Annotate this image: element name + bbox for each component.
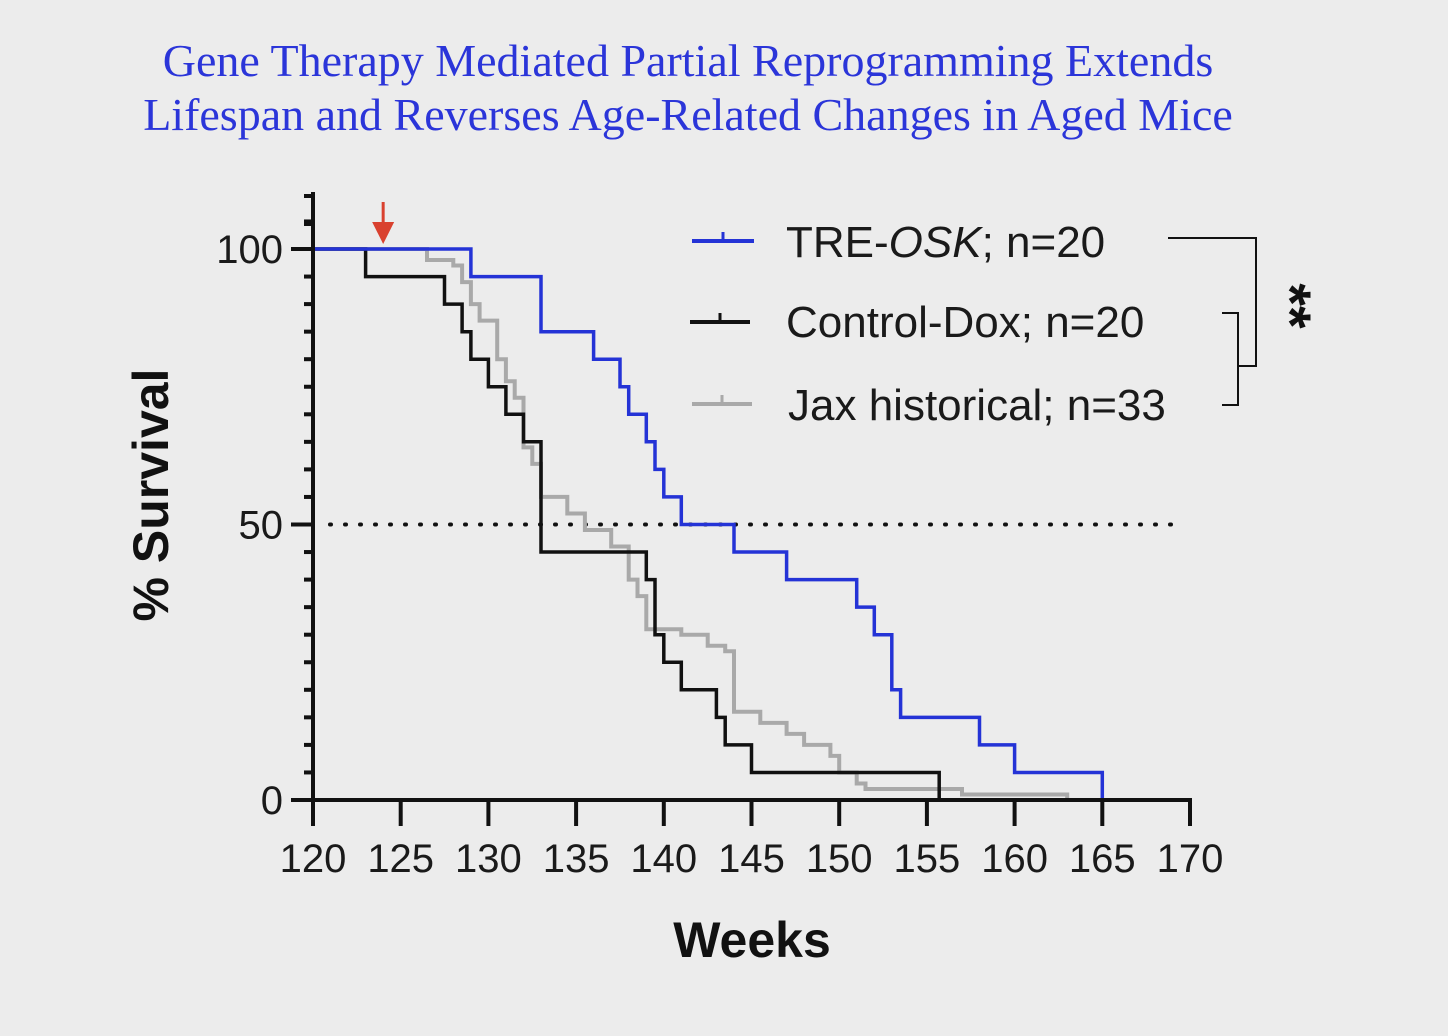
bracket-inner	[1222, 312, 1239, 406]
x-tick-label: 130	[455, 837, 522, 881]
x-tick-label: 150	[806, 837, 873, 881]
legend-label-tre-osk-prefix: TRE-	[786, 218, 889, 267]
slide-title-line-1: Gene Therapy Mediated Partial Reprogramm…	[162, 35, 1214, 86]
treatment-arrow-head	[372, 222, 395, 244]
series-line-jax-historical	[313, 247, 1070, 800]
x-tick-label: 170	[1157, 837, 1224, 881]
legend-label-tre-osk-gene: OSK	[889, 218, 984, 267]
legend: TRE-OSK; n=20 Control-Dox; n=20 Jax hist…	[690, 218, 1166, 430]
x-tick-label: 135	[543, 837, 610, 881]
slide-title-line-2: Lifespan and Reverses Age-Related Change…	[143, 89, 1233, 140]
x-tick-label: 155	[894, 837, 961, 881]
bracket-outer	[1168, 237, 1257, 367]
x-tick-label: 120	[280, 837, 347, 881]
series-layer	[313, 247, 1105, 800]
y-tick-label: 0	[261, 779, 283, 823]
significance-stars: **	[1257, 283, 1322, 329]
x-tick-label: 125	[367, 837, 434, 881]
slide-title: Gene Therapy Mediated Partial Reprogramm…	[0, 34, 1376, 142]
x-axis-title: Weeks	[673, 912, 831, 968]
axes-layer: 0 50 100 120 125 130 135 140 145 150 155 160 165 170	[216, 192, 1223, 881]
legend-label-jax-historical: Jax historical; n=33	[788, 381, 1166, 430]
y-tick-label: 50	[239, 504, 284, 548]
legend-item-jax-historical: Jax historical; n=33	[692, 381, 1166, 430]
series-line-control-dox	[313, 247, 941, 800]
x-tick-label: 165	[1069, 837, 1136, 881]
legend-label-control-dox: Control-Dox; n=20	[786, 298, 1144, 347]
y-tick-label: 100	[216, 228, 283, 272]
legend-item-tre-osk: TRE-OSK; n=20	[692, 218, 1105, 267]
y-axis-title: % Survival	[123, 369, 179, 622]
x-tick-label: 145	[718, 837, 785, 881]
series-line-tre-osk	[313, 247, 1105, 800]
legend-item-control-dox: Control-Dox; n=20	[690, 298, 1144, 347]
x-tick-label: 160	[981, 837, 1048, 881]
legend-label-tre-osk: TRE-OSK; n=20	[786, 218, 1105, 267]
significance-bracket	[1168, 237, 1257, 406]
legend-label-tre-osk-suffix: ; n=20	[982, 218, 1106, 267]
x-tick-label: 140	[630, 837, 697, 881]
treatment-start-arrow-icon	[372, 202, 395, 244]
